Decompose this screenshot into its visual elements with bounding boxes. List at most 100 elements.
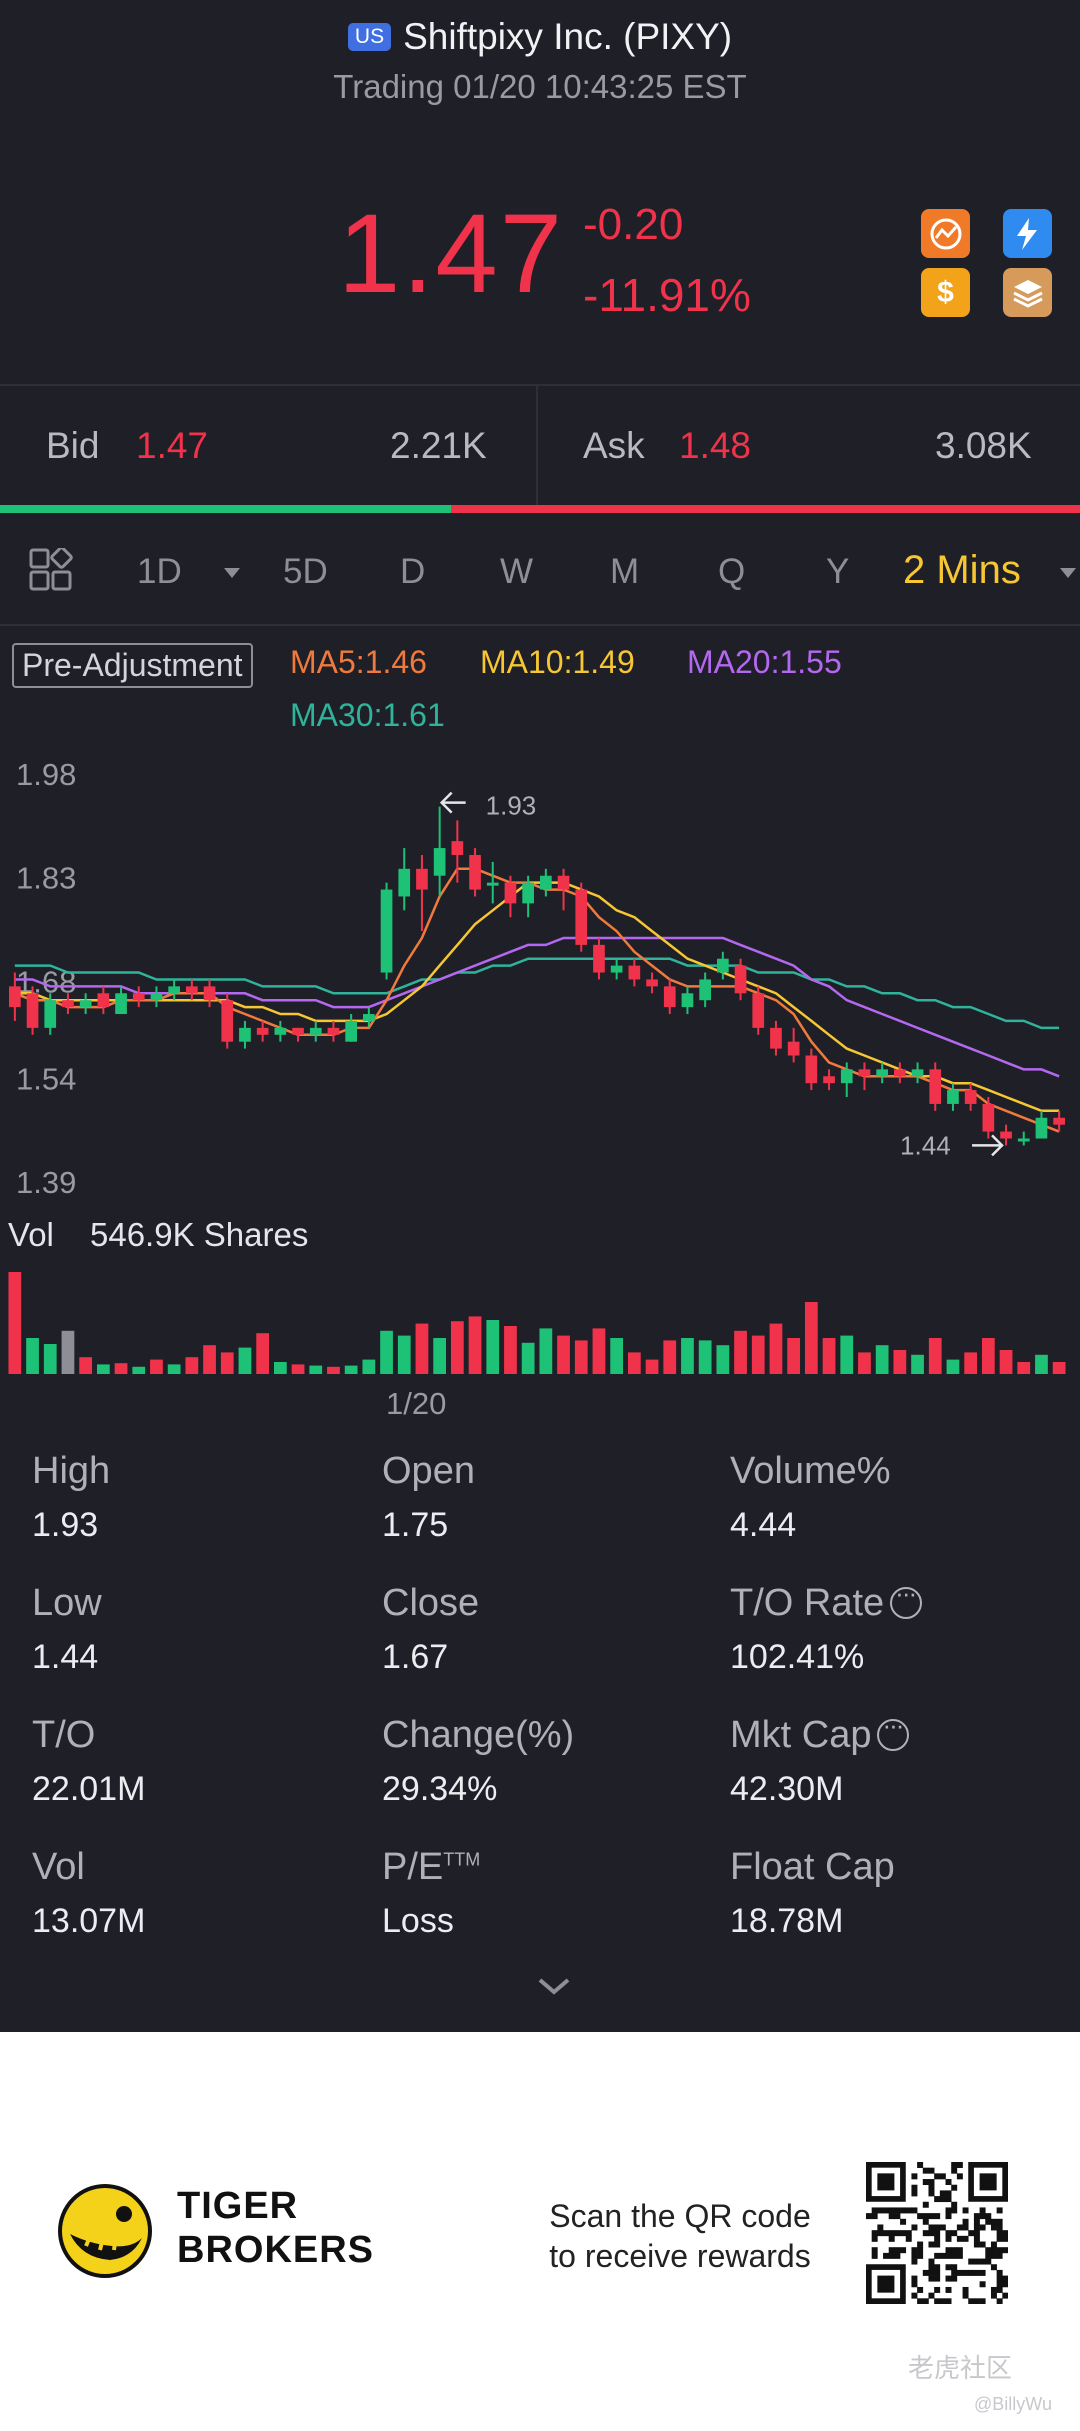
volume-bar [1017, 1362, 1031, 1374]
qr-module [911, 2258, 918, 2265]
qr-module [911, 2275, 918, 2282]
stat-label-text: T/O Rate [730, 1582, 885, 1624]
volume-bar [150, 1359, 163, 1374]
candle-body [274, 1027, 287, 1035]
signal-icon[interactable] [921, 209, 970, 258]
qr-module [888, 2235, 895, 2242]
ma10-label: MA10:1.49 [480, 644, 635, 680]
qr-module [928, 2190, 935, 2197]
qr-module [951, 2207, 958, 2214]
more-info-icon[interactable] [890, 1578, 923, 1619]
qr-module [900, 2230, 907, 2237]
candle-body [309, 1027, 322, 1035]
y-tick-label: 1.54 [16, 1061, 76, 1096]
qr-module [945, 2179, 952, 2186]
tiger-logo [58, 2184, 152, 2278]
candle-body [239, 1027, 251, 1042]
candle-body [610, 965, 623, 973]
volume-bar [43, 1344, 57, 1374]
qr-module [922, 2298, 929, 2304]
qr-module [928, 2167, 935, 2174]
stat-label-superscript: TTM [443, 1849, 481, 1870]
volume-bar [787, 1338, 801, 1374]
qr-finder [877, 2173, 895, 2191]
layers-icon[interactable] [1003, 268, 1052, 317]
ask-price[interactable]: 1.48 [679, 425, 752, 466]
dollar-icon[interactable]: $ [921, 268, 970, 317]
qr-module [888, 2213, 895, 2220]
qr-module [866, 2213, 872, 2220]
qr-module [996, 2207, 1003, 2214]
qr-module [945, 2298, 952, 2304]
qr-code[interactable] [866, 2162, 1008, 2304]
stat-label: Open [382, 1450, 475, 1493]
qr-module [985, 2218, 992, 2225]
volume-bar [822, 1338, 836, 1374]
candle-body [292, 1027, 304, 1035]
scan-line-1: Scan the QR code [549, 2198, 811, 2234]
qr-module [928, 2258, 935, 2265]
qr-module [951, 2252, 958, 2259]
qr-module [996, 2281, 1003, 2288]
qr-module [928, 2224, 935, 2231]
volume-bar [256, 1333, 270, 1374]
tab-month[interactable]: M [610, 552, 640, 591]
qr-module [934, 2252, 941, 2259]
volume-bar [610, 1338, 624, 1374]
qr-module [934, 2235, 941, 2242]
more-info-icon[interactable] [877, 1710, 910, 1751]
volume-bar [220, 1352, 234, 1374]
y-tick-label: 1.98 [16, 757, 76, 792]
candle-body [256, 1027, 269, 1035]
qr-module [939, 2298, 946, 2304]
candle-body [363, 1014, 375, 1021]
flash-icon[interactable] [1003, 209, 1052, 258]
community-watermark: 老虎社区 [908, 2353, 1013, 2383]
qr-module [1002, 2281, 1008, 2288]
candle-body [203, 986, 216, 1001]
tab-quarter[interactable]: Q [718, 552, 746, 591]
expand-chevron-icon[interactable] [534, 1974, 574, 2003]
tab-1d[interactable]: 1D [137, 552, 182, 591]
qr-module [990, 2252, 997, 2259]
volume-bar [627, 1352, 641, 1374]
volume-bar [504, 1326, 517, 1374]
qr-module [894, 2230, 901, 2237]
candle-body [221, 1000, 234, 1042]
qr-module [1002, 2247, 1008, 2254]
candle-body [557, 875, 570, 890]
brand-line-1: TIGER [177, 2185, 299, 2227]
qr-module [962, 2235, 969, 2242]
qr-module [951, 2247, 958, 2254]
tab-day[interactable]: D [400, 552, 426, 591]
grid-menu-icon[interactable] [28, 546, 74, 599]
volume-bar [840, 1335, 854, 1374]
ma10-line [14, 881, 1060, 1113]
ask-volume: 3.08K [935, 425, 1032, 466]
qr-module [979, 2258, 986, 2265]
tab-week[interactable]: W [500, 552, 534, 591]
qr-module [979, 2281, 986, 2288]
chevron-down-icon[interactable] [1058, 566, 1078, 585]
tab-year[interactable]: Y [826, 552, 850, 591]
candle-body [451, 841, 464, 855]
tab-2-mins[interactable]: 2 Mins [903, 548, 1021, 592]
qr-module [990, 2286, 997, 2293]
volume-bar [716, 1345, 730, 1374]
qr-module [928, 2184, 935, 2191]
qr-module [883, 2252, 890, 2259]
tab-5d[interactable]: 5D [283, 552, 328, 591]
stat-value: 22.01M [32, 1770, 146, 1808]
candle-body [486, 882, 499, 886]
stock-title[interactable]: Shiftpixy Inc. (PIXY) [403, 16, 733, 57]
pre-adjustment-button[interactable]: Pre-Adjustment [12, 643, 253, 688]
bid-price[interactable]: 1.47 [136, 425, 209, 466]
ma30-line [14, 957, 1060, 1030]
qr-module [951, 2162, 958, 2168]
qr-module [951, 2201, 958, 2208]
qr-module [973, 2241, 980, 2248]
chevron-down-icon[interactable] [222, 566, 242, 585]
volume-bar [26, 1338, 39, 1374]
volume-bar [804, 1302, 818, 1374]
